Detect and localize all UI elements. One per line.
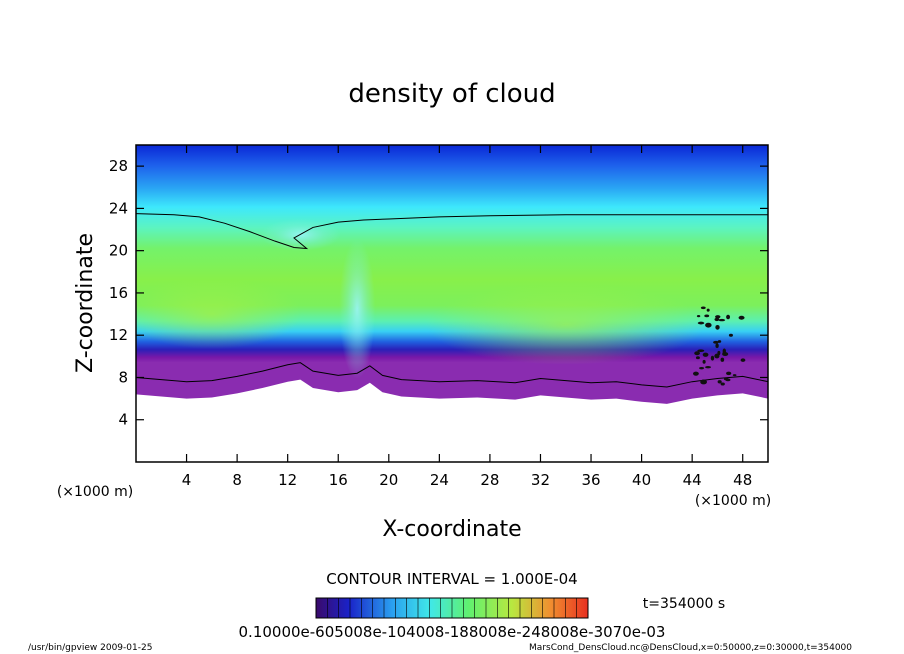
contour-speckle (701, 381, 705, 384)
x-tick-label: 44 (683, 471, 702, 489)
contour-speckle (714, 353, 720, 359)
contour-speckle (696, 314, 701, 318)
contour-speckle (728, 333, 733, 337)
chart-title: density of cloud (348, 79, 555, 109)
contour-speckle (723, 377, 729, 381)
x-tick-label: 28 (480, 471, 499, 489)
x-tick-label: 12 (278, 471, 297, 489)
contour-interval: CONTOUR INTERVAL = 1.000E-04 (326, 570, 577, 588)
contour-speckle (702, 352, 709, 357)
density-field (136, 145, 768, 404)
contour-speckle (693, 371, 699, 376)
x-tick-label: 40 (632, 471, 651, 489)
time-label: t=354000 s (643, 596, 725, 612)
cloud-base-contour (136, 362, 768, 388)
colorbar-ticks (327, 598, 577, 618)
y-tick-label: 12 (109, 326, 128, 344)
y-tick-label: 8 (118, 368, 128, 386)
footer-left: /usr/bin/gpview 2009-01-25 (28, 643, 153, 653)
contour-speckle (704, 314, 710, 318)
contour-speckle (715, 315, 721, 319)
contour-speckle (717, 380, 722, 384)
contour-speckle (718, 318, 726, 322)
contour-speckle (726, 314, 731, 320)
contour-speckle (720, 357, 725, 362)
x-tick-label: 16 (329, 471, 348, 489)
contour-speckle (713, 340, 719, 344)
green-core-left (136, 279, 302, 350)
contour-speckle (722, 348, 726, 354)
green-core-right (425, 284, 706, 365)
x-tick-label: 48 (733, 471, 752, 489)
x-axis-label: X-coordinate (382, 517, 521, 542)
contour-speckles (693, 306, 746, 386)
x-axis: 4 8 12 16 20 24 28 32 36 40 44 48 (182, 145, 752, 489)
contour-speckle (715, 343, 719, 349)
colorbar-labels: 0.10000e-605008e-104008-188008e-248008e-… (239, 623, 666, 641)
y-tick-label: 24 (109, 199, 128, 217)
contour-speckle (738, 315, 745, 320)
contour-speckle (726, 371, 732, 376)
y-tick-label: 4 (118, 411, 128, 429)
y-tick-label: 20 (109, 242, 128, 260)
contour-speckle (697, 321, 705, 325)
x-tick-label: 36 (581, 471, 600, 489)
x-tick-label: 32 (531, 471, 550, 489)
x-tick-label: 8 (232, 471, 242, 489)
contour-speckle (715, 324, 720, 330)
contour-speckle (705, 365, 712, 369)
cloud-top-contour (136, 213, 768, 250)
contour-speckle (699, 367, 704, 370)
contour-speckle (702, 359, 706, 364)
x-tick-label: 4 (182, 471, 192, 489)
y-axis-label: Z-coordinate (73, 233, 98, 373)
contour-speckle (694, 351, 700, 356)
y-tick-label: 16 (109, 284, 128, 302)
plot-area (136, 145, 768, 462)
x-tick-label: 20 (379, 471, 398, 489)
contour-speckle (732, 374, 737, 377)
plume-feature (339, 238, 376, 379)
x-tick-label: 24 (430, 471, 449, 489)
contour-speckle (695, 356, 700, 360)
x-unit-left: (×1000 m) (57, 484, 133, 500)
footer-right: MarsCond_DensCloud.nc@DensCloud,x=0:5000… (529, 643, 852, 653)
contour-speckle (697, 349, 705, 352)
x-unit-right: (×1000 m) (695, 493, 771, 509)
y-axis: 4 8 12 16 20 24 28 (109, 157, 768, 429)
contour-speckle (706, 308, 710, 312)
contour-speckle (720, 382, 725, 386)
contour-speckle (705, 322, 712, 328)
contour-speckle (714, 317, 720, 322)
contour-speckle (710, 355, 715, 361)
y-tick-label: 28 (109, 157, 128, 175)
plot-frame (135, 144, 769, 463)
contour-speckle (740, 358, 746, 362)
contour-speckle (700, 306, 706, 310)
